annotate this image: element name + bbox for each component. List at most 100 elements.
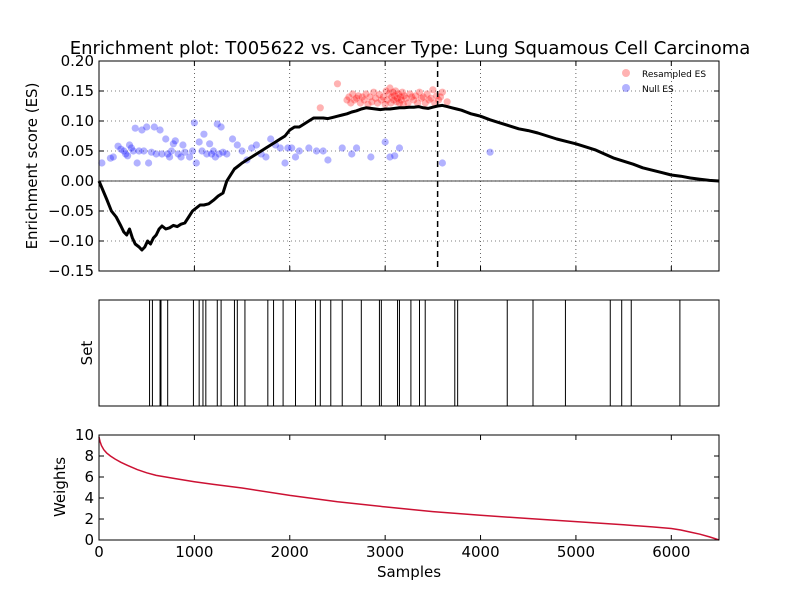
null-es-point	[188, 147, 197, 155]
resampled-es-point	[429, 86, 437, 94]
null-es-point	[192, 159, 200, 167]
null-es-point	[324, 156, 332, 164]
resampled-es-point	[343, 96, 351, 104]
null-es-point	[438, 159, 446, 167]
null-es-point	[215, 150, 223, 158]
es-y-tick-label: 0.00	[61, 172, 94, 190]
es-panel: −0.15 −0.10 −0.05 0.00 0.05 0.10 0.15 0.20 Enri…	[23, 52, 720, 280]
null-es-point	[174, 150, 182, 158]
resampled-es-point	[406, 90, 414, 98]
weights-y-tick-label: 6	[84, 468, 94, 486]
null-es-point	[295, 147, 303, 155]
resampled-es-point	[382, 87, 390, 95]
resampled-es-point	[316, 104, 324, 112]
resampled-es-point	[345, 93, 353, 101]
null-es-point	[120, 147, 128, 155]
null-es-point	[288, 144, 296, 152]
resampled-es-point	[433, 92, 441, 100]
null-es-point	[276, 144, 284, 152]
null-es-point	[262, 153, 270, 161]
null-es-point	[164, 150, 172, 158]
null-es-point	[238, 147, 246, 155]
weights-x-tick-label: 0	[94, 543, 104, 561]
weights-y-tick-label: 10	[75, 426, 94, 444]
null-es-point	[179, 141, 187, 149]
resampled-es-point	[402, 94, 410, 102]
resampled-es-points	[316, 80, 451, 112]
resampled-es-point	[373, 99, 382, 107]
null-es-point	[207, 150, 216, 158]
weights-y-tick-label: 4	[84, 489, 94, 507]
resampled-es-point	[391, 92, 399, 100]
resampled-es-point	[392, 87, 400, 95]
set-y-axis-label: Set	[78, 341, 96, 366]
resampled-es-point	[370, 88, 378, 96]
es-y-tick-label: −0.15	[48, 262, 94, 280]
resampled-es-point	[362, 90, 370, 98]
weights-y-tick-label: 0	[84, 531, 94, 549]
es-y-tick-label: −0.10	[48, 232, 94, 250]
null-es-point	[352, 144, 361, 152]
running-es-line	[97, 103, 720, 252]
resampled-es-point	[358, 93, 366, 101]
null-es-point	[391, 152, 399, 160]
resampled-es-point	[356, 99, 364, 107]
es-x-ticks	[98, 61, 672, 271]
x-axis-label: Samples	[377, 563, 441, 581]
resampled-es-point	[354, 92, 363, 100]
null-es-point	[367, 153, 375, 161]
null-es-point	[200, 130, 208, 138]
null-es-point	[145, 159, 153, 167]
resampled-es-point	[377, 96, 385, 104]
resampled-es-point	[360, 96, 368, 104]
resampled-es-point	[397, 96, 405, 104]
resampled-es-point	[387, 99, 395, 107]
es-y-tick-label: 0.05	[61, 142, 94, 160]
null-es-point	[167, 147, 176, 155]
resampled-es-point	[352, 94, 361, 102]
null-es-point	[138, 126, 146, 134]
null-es-point	[156, 126, 164, 134]
resampled-es-point	[372, 94, 380, 102]
resampled-es-point	[413, 99, 422, 107]
null-es-point	[177, 153, 185, 161]
null-es-point	[305, 144, 313, 152]
null-es-point	[228, 135, 237, 143]
resampled-es-point	[349, 90, 357, 98]
null-es-point	[122, 150, 130, 158]
weights-y-axis-label: Weights	[51, 457, 69, 517]
resampled-es-point	[438, 88, 446, 96]
resampled-es-point	[443, 98, 451, 106]
resampled-es-point	[393, 94, 402, 102]
resampled-es-point	[394, 90, 403, 98]
null-es-point	[217, 123, 225, 131]
legend: Resampled ES Null ES	[622, 69, 706, 95]
null-es-point	[181, 148, 189, 156]
null-es-points	[98, 119, 494, 167]
null-es-point	[267, 135, 275, 143]
weights-x-tick-label: 6000	[652, 543, 690, 561]
es-y-axis-label: Enrichment score (ES)	[23, 83, 41, 250]
set-hits	[149, 300, 681, 406]
null-es-point	[114, 142, 122, 150]
resampled-es-point	[398, 88, 406, 96]
weights-x-ticks: 0 1000 2000 3000 4000 5000 6000	[94, 435, 690, 561]
resampled-es-point	[436, 93, 445, 101]
null-es-point	[133, 159, 141, 167]
null-es-point	[319, 147, 327, 155]
resampled-es-point	[368, 98, 376, 106]
resampled-es-point	[421, 99, 429, 107]
resampled-es-point	[404, 99, 412, 107]
null-es-point	[127, 144, 136, 152]
resampled-es-point	[388, 93, 396, 101]
null-es-point	[171, 137, 179, 145]
resampled-es-point	[412, 92, 420, 100]
weights-x-tick-label: 2000	[271, 543, 309, 561]
es-y-tick-label: 0.20	[61, 52, 94, 70]
es-y-tick-label: 0.15	[61, 82, 94, 100]
legend-marker-null	[622, 84, 630, 92]
null-es-point	[386, 153, 394, 161]
resampled-es-point	[417, 94, 425, 102]
null-es-point	[147, 148, 156, 156]
